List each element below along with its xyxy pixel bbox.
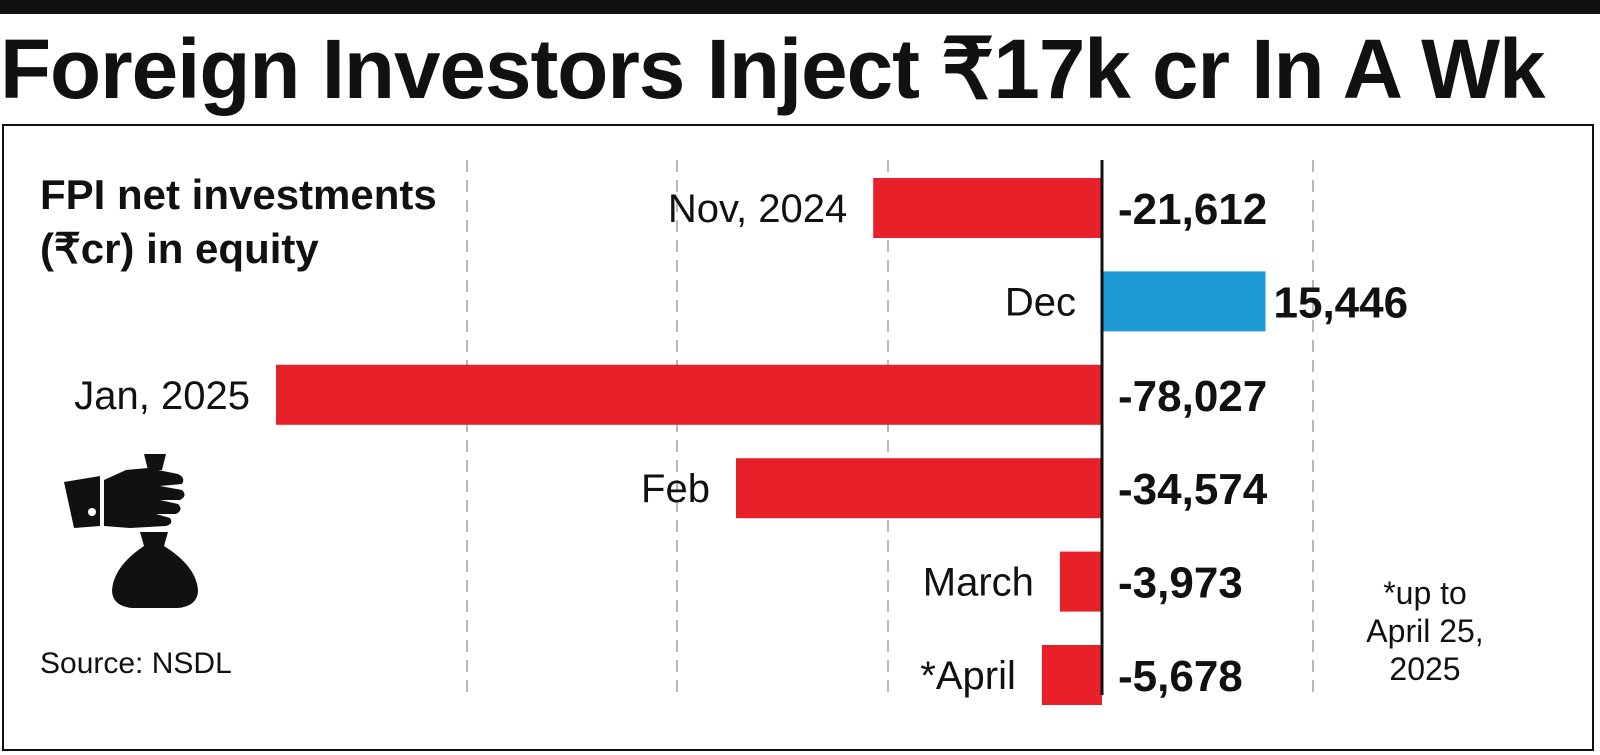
bar [1102, 271, 1266, 332]
bar [276, 364, 1102, 425]
category-label: Jan, 2025 [74, 374, 250, 418]
headline: Foreign Investors Inject ₹17k cr In A Wk [0, 22, 1546, 116]
bar [1041, 645, 1102, 705]
chart-subtitle: FPI net investments (₹cr) in equity [40, 168, 520, 276]
value-label: -34,574 [1118, 465, 1268, 514]
subtitle-line-1: FPI net investments [40, 171, 437, 218]
category-label: Nov, 2024 [668, 187, 847, 231]
category-label: Feb [641, 467, 710, 511]
footnote: *up to April 25, 2025 [1340, 574, 1510, 688]
category-label: *April [920, 654, 1016, 698]
chart-frame [2, 124, 1594, 751]
value-label: -5,678 [1118, 652, 1243, 701]
top-rule [0, 0, 1600, 14]
value-label: 15,446 [1274, 278, 1409, 327]
bar [735, 458, 1102, 519]
bar [873, 178, 1102, 238]
subtitle-line-2: (₹cr) in equity [40, 225, 319, 272]
value-label: -3,973 [1118, 559, 1243, 608]
footnote-line-3: 2025 [1389, 651, 1461, 687]
category-label: Dec [1005, 280, 1076, 324]
category-label: March [923, 561, 1034, 605]
footnote-line-1: *up to [1383, 575, 1467, 611]
source-note: Source: NSDL [40, 647, 232, 680]
value-label: -78,027 [1118, 372, 1267, 421]
bar [1059, 551, 1102, 612]
footnote-line-2: April 25, [1366, 613, 1484, 649]
value-label: -21,612 [1118, 185, 1267, 234]
money-bag-hand-icon [60, 450, 210, 610]
